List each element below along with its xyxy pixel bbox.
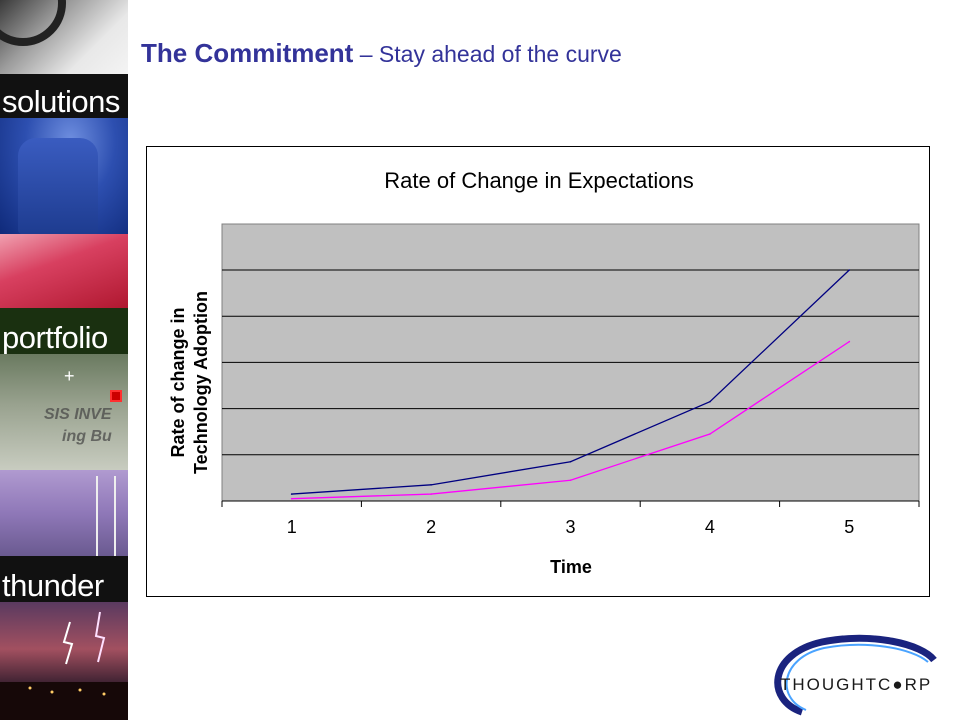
page-title-main: The Commitment [141,38,354,68]
chart-title: Rate of Change in Expectations [384,168,693,193]
line-chart: Rate of Change in Expectations 1 2 3 4 5 Time R… [168,168,920,577]
shirt-shape [18,138,98,234]
tower-shape [96,476,116,556]
x-tick-label-5: 5 [844,517,854,537]
page-title: The Commitment – Stay ahead of the curve [141,38,622,69]
x-tick-label-1: 1 [287,517,297,537]
logo-mark: THOUGHTC●RP [774,634,937,716]
sidebar-panel-thunder: thunder [0,556,128,602]
page-title-sub: – Stay ahead of the curve [353,41,622,67]
logo-text: THOUGHTC●RP [780,675,932,694]
sidebar-photo-lightning [0,602,128,720]
sidebar-photo-tower [0,470,128,556]
sidebar-word-thunder: thunder [2,568,104,602]
sidebar-image-strip: solutions portfolio + SIS INVE ing Bu th… [0,0,128,720]
sidebar-photo-top [0,0,128,74]
sidebar-word-solutions: solutions [2,84,120,118]
x-tick-label-4: 4 [705,517,715,537]
chart-frame: Rate of Change in Expectations 1 2 3 4 5 Time R… [146,146,930,597]
series-1-point-5 [848,269,851,271]
sidebar-photo-red [0,234,128,308]
sidebar-panel-solutions: solutions [0,74,128,118]
series-2-point-3 [569,479,572,482]
series-1-point-1 [290,493,293,495]
y-axis-label-line-1: Rate of change in [168,307,188,457]
thoughtcorp-logo: THOUGHTC●RP [762,634,960,720]
series-1-point-3 [569,460,572,463]
series-2-point-2 [430,493,432,495]
series-2-point-5 [848,340,851,343]
arc-shape [0,0,66,46]
sign-text-2: ing Bu [62,428,112,445]
x-axis-label: Time [550,557,592,577]
lightning-icon [0,611,128,720]
series-2-point-1 [290,497,293,500]
x-tick-label-3: 3 [565,517,575,537]
series-2-point-4 [709,433,711,435]
sidebar-photo-shirt [0,118,128,234]
red-square-icon [110,390,122,402]
y-axis-label-line-2: Technology Adoption [191,291,211,474]
plus-icon: + [64,366,75,386]
sidebar-panel-portfolio: portfolio [0,308,128,354]
x-tick-label-2: 2 [426,517,436,537]
sidebar-word-portfolio: portfolio [2,320,108,354]
sidebar-photo-sign: + SIS INVE ing Bu [0,354,128,470]
series-1-point-4 [709,400,711,403]
series-1-point-2 [430,484,432,486]
sign-text-1: SIS INVE [44,406,112,423]
